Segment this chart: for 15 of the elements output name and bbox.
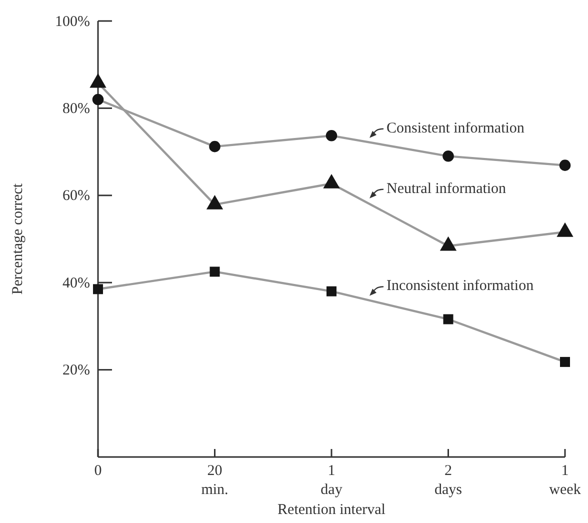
x-tick-label: 1 week	[549, 463, 582, 498]
x-tick-label: 0	[94, 463, 102, 479]
y-tick-label: 40%	[62, 275, 90, 292]
series-label: Neutral information	[386, 180, 507, 197]
x-axis-title: Retention interval	[278, 502, 386, 518]
y-tick-label: 60%	[62, 188, 90, 204]
y-tick-label: 80%	[62, 101, 90, 117]
series-label: Inconsistent information	[386, 278, 534, 294]
x-tick-label: 1 day	[320, 463, 343, 498]
y-tick-label: 100%	[55, 14, 90, 30]
y-axis-title: Percentage correct	[10, 182, 26, 295]
series-label: Consistent information	[386, 120, 525, 136]
x-tick-label: 2 days	[434, 463, 462, 498]
y-tick-label: 20%	[62, 362, 90, 379]
x-tick-label: 20 min.	[201, 463, 228, 498]
